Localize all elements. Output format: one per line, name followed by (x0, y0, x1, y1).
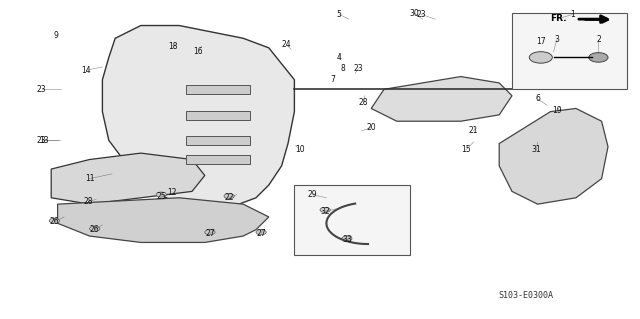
Bar (294, 185, 410, 255)
Text: 23: 23 (36, 137, 47, 145)
Text: FR.: FR. (550, 14, 566, 23)
Text: 9: 9 (54, 31, 59, 40)
Text: 4: 4 (337, 53, 342, 62)
Text: 25: 25 (156, 192, 166, 201)
Text: 26: 26 (49, 217, 60, 226)
Text: 32: 32 (320, 207, 330, 216)
Circle shape (256, 230, 266, 235)
Circle shape (156, 192, 166, 197)
Circle shape (320, 207, 330, 212)
Bar (186, 155, 250, 164)
Circle shape (342, 236, 352, 241)
Circle shape (90, 226, 100, 231)
Text: 10: 10 (294, 145, 305, 154)
Circle shape (224, 194, 234, 199)
Text: 7: 7 (330, 75, 335, 84)
Text: 5: 5 (337, 10, 342, 19)
Text: 8: 8 (340, 64, 345, 73)
Text: 29: 29 (307, 190, 317, 199)
Bar (186, 85, 250, 94)
Text: 3: 3 (554, 35, 559, 44)
Text: S103-E0300A: S103-E0300A (498, 292, 553, 300)
Circle shape (589, 53, 608, 62)
Bar (186, 111, 250, 120)
Text: 12: 12 (167, 189, 176, 197)
Circle shape (205, 230, 215, 235)
Text: 33: 33 (342, 235, 352, 244)
Polygon shape (102, 26, 294, 211)
Text: 23: 23 (416, 10, 426, 19)
Text: 6: 6 (535, 94, 540, 103)
Polygon shape (51, 153, 205, 204)
Text: 31: 31 (531, 145, 541, 154)
Polygon shape (499, 108, 608, 204)
Text: 30: 30 (410, 9, 420, 18)
Text: 24: 24 (282, 40, 292, 49)
Text: 26: 26 (90, 225, 100, 234)
Text: 17: 17 (536, 37, 546, 46)
Circle shape (529, 52, 552, 63)
Text: 20: 20 (366, 123, 376, 132)
Text: 28: 28 (84, 197, 93, 206)
Text: 19: 19 (552, 106, 562, 115)
Text: 1: 1 (570, 10, 575, 19)
Text: 14: 14 (81, 66, 92, 75)
Bar (186, 136, 250, 145)
Text: 2: 2 (596, 35, 601, 44)
Text: 18: 18 (168, 42, 177, 51)
Text: 16: 16 (193, 47, 204, 56)
Text: 13: 13 (38, 136, 49, 145)
Text: 23: 23 (353, 64, 364, 73)
Text: 21: 21 (469, 126, 478, 135)
Text: 22: 22 (225, 193, 234, 202)
Text: 28: 28 (359, 98, 368, 107)
Circle shape (49, 218, 60, 223)
Polygon shape (371, 77, 512, 121)
Text: 27: 27 (205, 229, 215, 238)
Text: 15: 15 (461, 145, 471, 154)
Bar (512, 13, 627, 89)
Text: 23: 23 (36, 85, 47, 94)
Text: 11: 11 (85, 174, 94, 183)
Polygon shape (58, 198, 269, 242)
Text: 27: 27 (256, 229, 266, 238)
